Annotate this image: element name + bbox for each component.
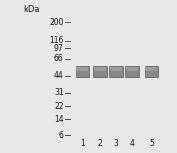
Text: 14: 14	[54, 115, 64, 124]
Text: 200: 200	[49, 18, 64, 27]
FancyBboxPatch shape	[76, 66, 89, 76]
Text: 6: 6	[59, 131, 64, 140]
FancyBboxPatch shape	[76, 67, 88, 71]
FancyBboxPatch shape	[125, 66, 138, 76]
Text: 4: 4	[129, 139, 134, 148]
Text: 97: 97	[54, 44, 64, 53]
Text: 5: 5	[149, 139, 154, 148]
Text: 44: 44	[54, 71, 64, 80]
Text: 22: 22	[54, 102, 64, 111]
Text: 2: 2	[98, 139, 102, 148]
FancyBboxPatch shape	[109, 66, 122, 76]
FancyBboxPatch shape	[110, 67, 122, 71]
Text: kDa: kDa	[24, 5, 40, 14]
FancyBboxPatch shape	[145, 66, 158, 76]
Text: 3: 3	[113, 139, 118, 148]
Text: 66: 66	[54, 54, 64, 63]
Text: 116: 116	[49, 36, 64, 45]
FancyBboxPatch shape	[94, 67, 106, 71]
FancyBboxPatch shape	[145, 67, 157, 71]
Text: 31: 31	[54, 88, 64, 97]
FancyBboxPatch shape	[126, 67, 138, 71]
Text: 1: 1	[80, 139, 85, 148]
FancyBboxPatch shape	[93, 66, 107, 76]
